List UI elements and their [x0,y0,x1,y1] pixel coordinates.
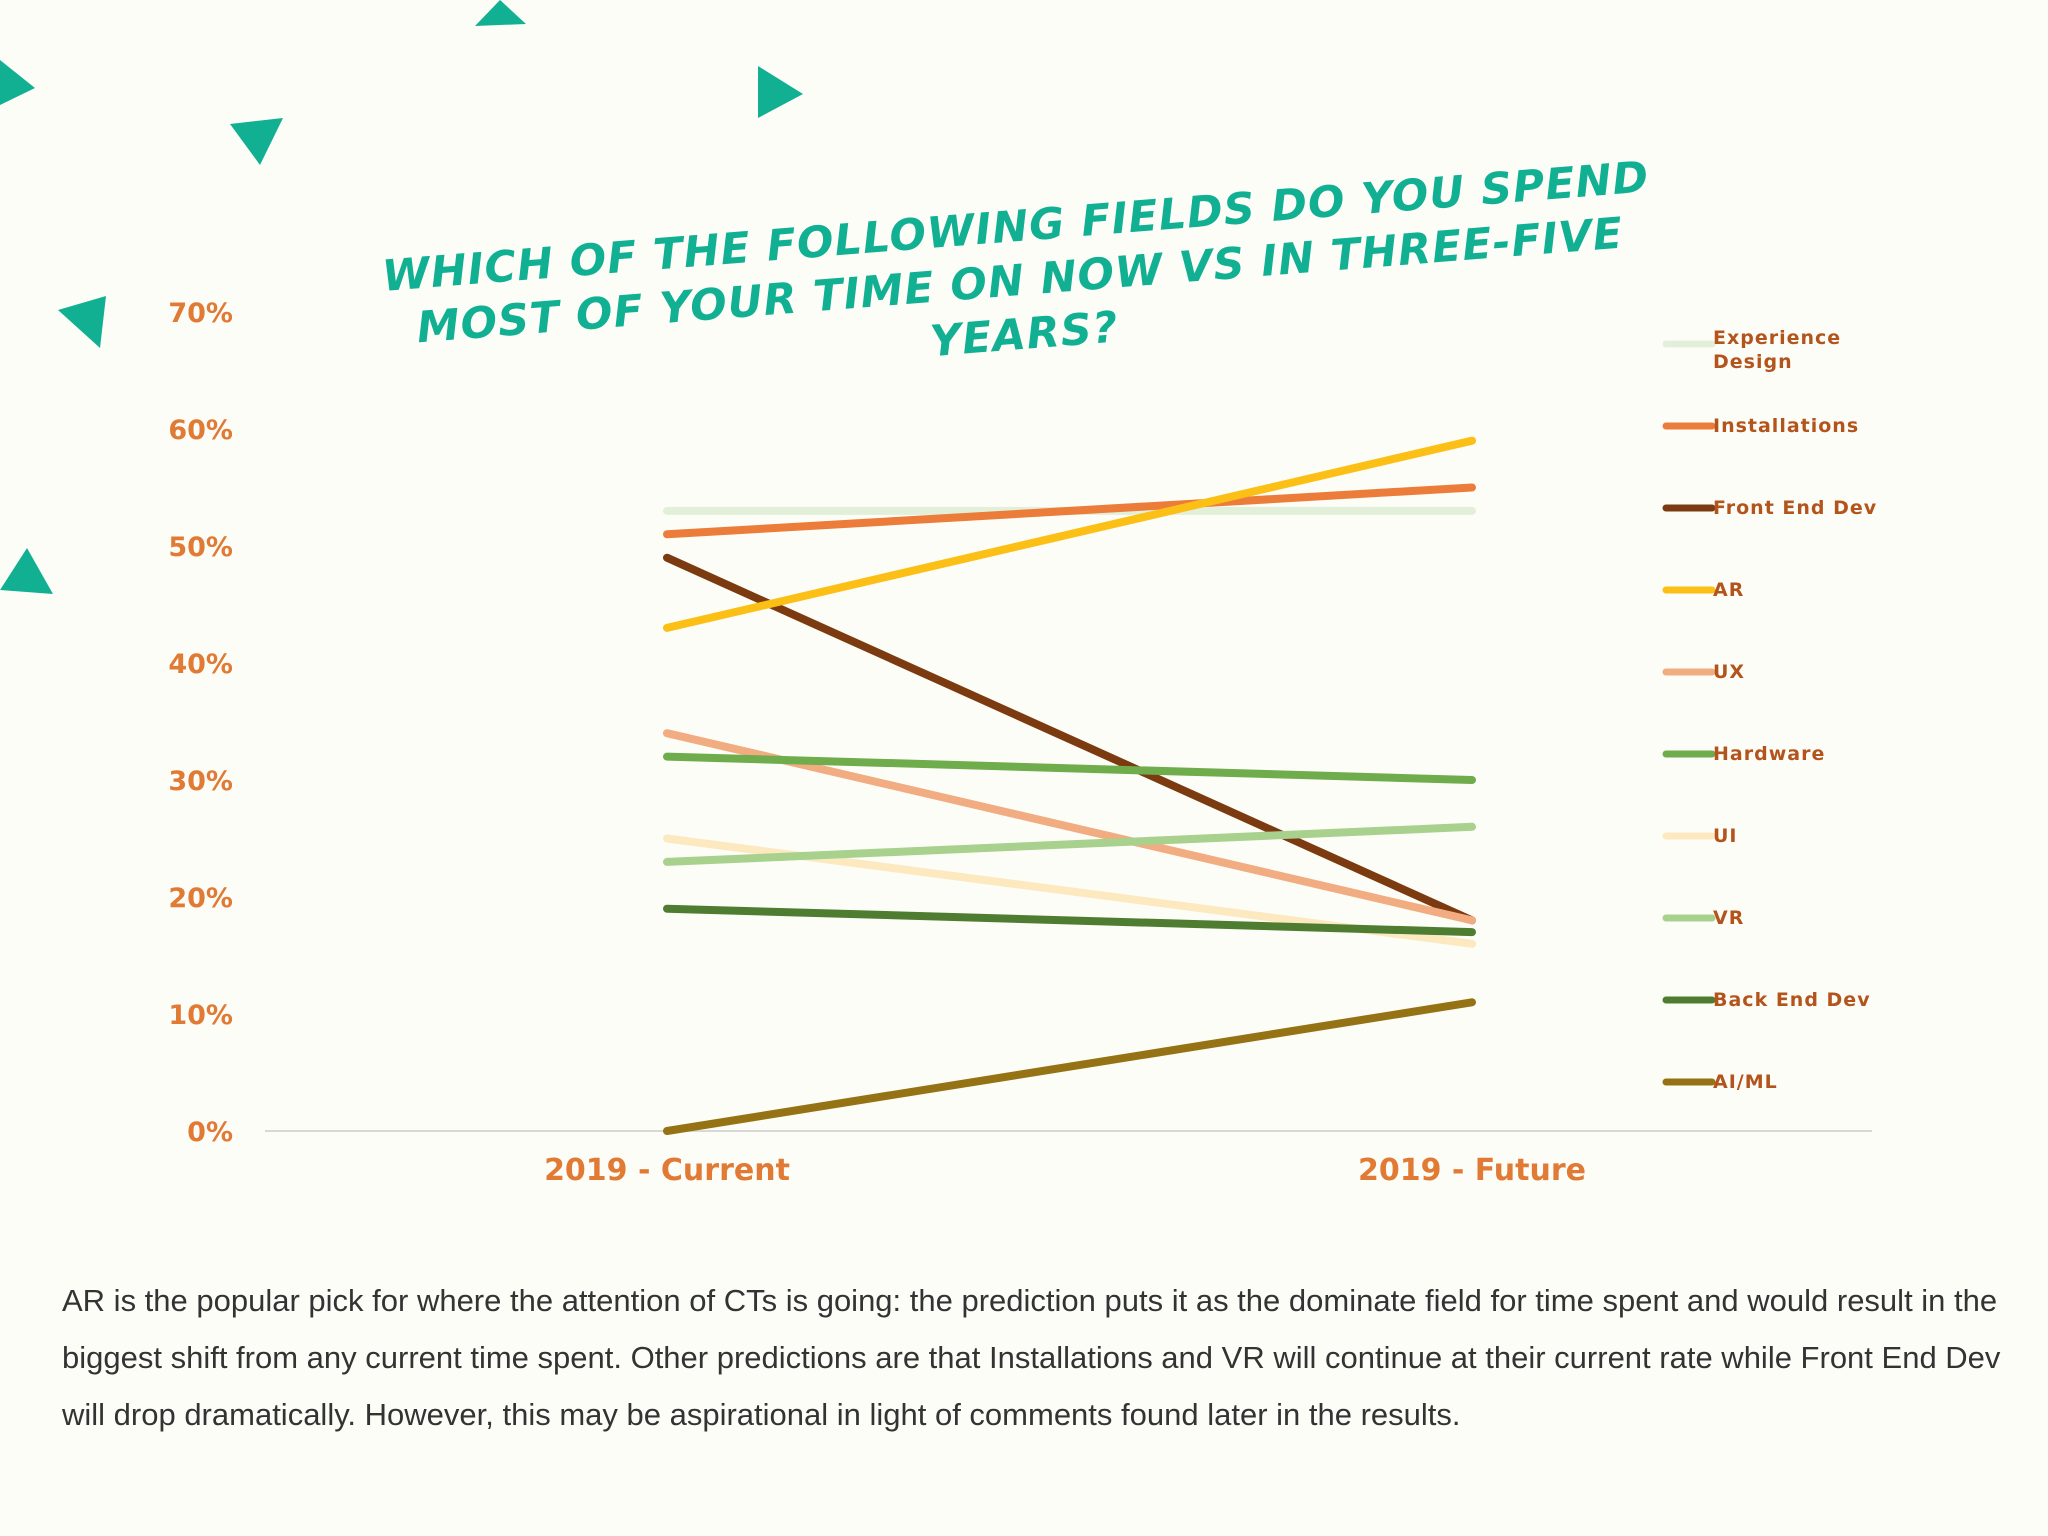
legend-label: Front End Dev [1713,497,1877,519]
x-tick-label: 2019 - Future [1358,1153,1586,1188]
y-tick-label: 20% [168,883,233,914]
legend-label: Hardware [1713,743,1825,765]
y-tick-label: 10% [168,1000,233,1031]
triangle-decoration [230,118,283,165]
legend: Experience Design Installations Front End D… [1662,327,1877,1093]
series-line [663,752,1476,784]
legend-label: AI/ML [1713,1071,1778,1093]
series-line [663,904,1476,937]
legend-label: UI [1713,825,1738,847]
legend-label: VR [1713,907,1744,929]
x-tick-label: 2019 - Current [544,1153,790,1188]
chart-caption: AR is the popular pick for where the att… [62,1283,2001,1432]
triangle-decoration [758,66,803,118]
triangle-decoration [475,0,526,26]
series-line [663,998,1476,1135]
y-tick-label: 70% [168,298,233,329]
y-tick-label: 30% [168,766,233,797]
series-lines [663,436,1476,1135]
legend-label: Experience Design [1713,327,1841,373]
legend-label: UX [1713,661,1745,683]
y-tick-label: 50% [168,532,233,563]
triangle-decoration [0,60,35,105]
legend-label: AR [1713,579,1744,601]
y-tick-label: 0% [187,1117,233,1148]
series-line [663,553,1476,925]
triangle-decoration [0,548,53,594]
series-line [663,822,1476,866]
legend-label: Installations [1713,415,1859,437]
y-axis-tick-labels: 0% 10% 20% 30% 40% 50% 60% 70% [168,298,233,1148]
series-line [663,483,1476,539]
x-axis-tick-labels: 2019 - Current 2019 - Future [544,1153,1586,1188]
y-tick-label: 60% [168,415,233,446]
series-line [663,436,1476,632]
y-tick-label: 40% [168,649,233,680]
triangle-decoration [58,296,106,348]
legend-label: Back End Dev [1713,989,1871,1011]
